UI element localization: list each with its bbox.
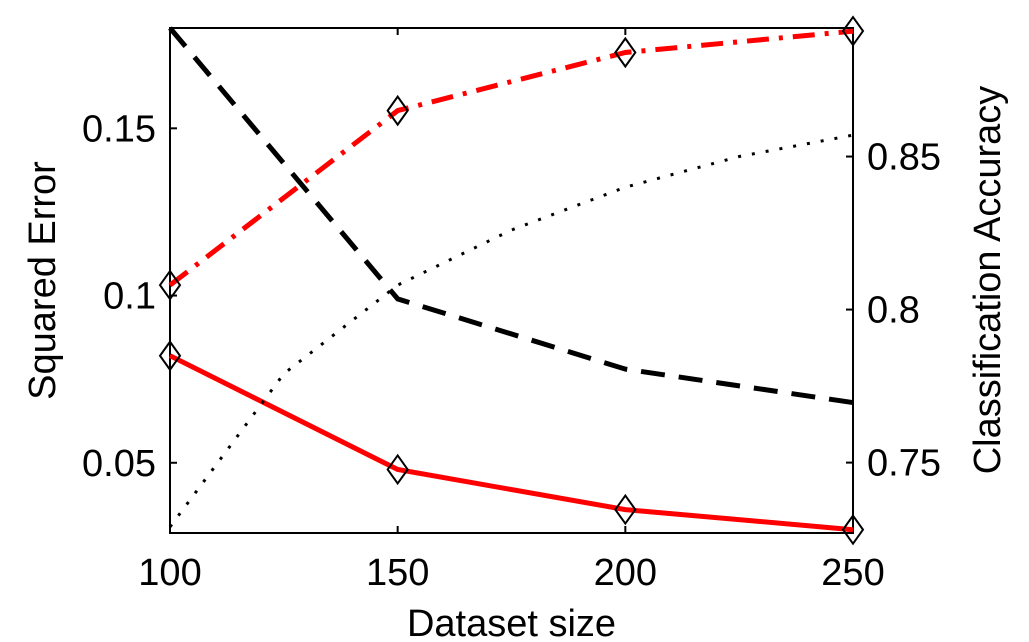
diamond-marker	[614, 36, 637, 69]
series-line-dashed	[168, 26, 854, 406]
y-right-tick-label: 0.75	[867, 443, 941, 485]
x-tick-label: 150	[366, 552, 429, 594]
y-right-tick-label: 0.8	[867, 290, 920, 332]
x-tick-label: 250	[821, 552, 884, 594]
y-left-tick-label: 0.15	[82, 108, 156, 150]
x-tick-label: 100	[138, 552, 201, 594]
plot-frame	[169, 27, 854, 534]
diamond-marker	[158, 269, 182, 301]
axes: 100 150 200 250 0.05 0.1 0.15 0.75 0.8 0.85	[82, 27, 941, 594]
y-left-axis-label: Squared Error	[22, 161, 64, 400]
y-right-axis-label: Classification Accuracy	[967, 86, 1009, 475]
diamond-marker	[614, 493, 637, 526]
series-layer	[158, 15, 865, 546]
diamond-marker	[158, 340, 182, 372]
y-left-tick-label: 0.1	[103, 276, 156, 318]
y-left-tick-label: 0.05	[82, 443, 156, 485]
series-line-solid	[168, 353, 854, 533]
series-line-dashdot	[168, 28, 854, 288]
x-axis-label: Dataset size	[407, 603, 616, 642]
y-right-tick-label: 0.85	[867, 137, 941, 179]
diamond-marker	[386, 453, 409, 486]
x-tick-label: 200	[594, 552, 657, 594]
series-line-dotted	[168, 133, 854, 528]
diamond-marker	[841, 15, 865, 47]
diamond-marker	[841, 513, 865, 546]
diamond-marker	[386, 94, 409, 127]
